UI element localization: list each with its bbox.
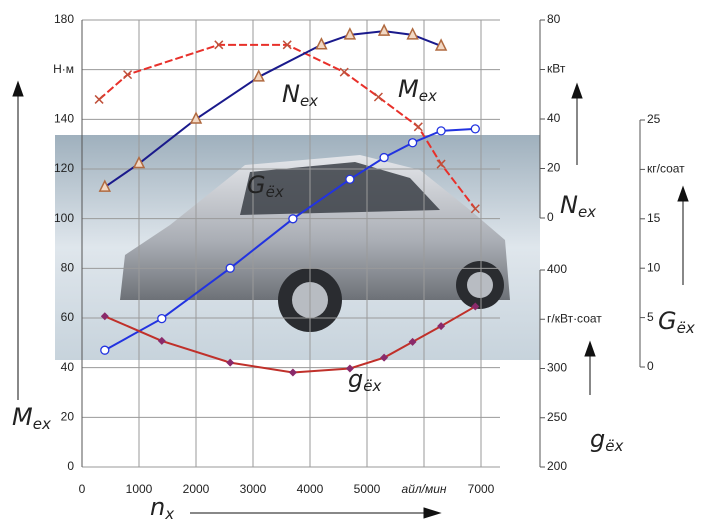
x-tick-label: 1000: [126, 482, 153, 496]
y3-tick-label: 400: [547, 262, 567, 276]
x-axis-name: nx: [150, 493, 174, 523]
data-point: [158, 315, 166, 323]
rim: [467, 272, 493, 298]
data-point: [191, 113, 201, 123]
y4-tick-label: 0: [647, 359, 654, 373]
y2-tick-label: 0: [547, 210, 554, 224]
label-main: n: [150, 493, 165, 521]
y3-tick-label: 250: [547, 410, 567, 424]
data-point: [374, 93, 382, 101]
label-sub: ex: [300, 92, 318, 110]
y-tick-label: 100: [54, 211, 74, 225]
x-tick-label: 5000: [354, 482, 381, 496]
axis-name: gёх: [590, 425, 623, 455]
x-tick-label: 3000: [240, 482, 267, 496]
y-tick-label: 0: [67, 459, 74, 473]
chart: 020406080100120140Н·м18002040кВт80200250…: [0, 0, 712, 530]
y-tick-label: 180: [54, 12, 74, 26]
y2-tick-label: 40: [547, 111, 561, 125]
data-point: [101, 346, 109, 354]
y2-tick-label: 80: [547, 12, 561, 26]
label-main: g: [348, 365, 363, 393]
label-main: G: [658, 307, 677, 335]
x-tick-label: 7000: [468, 482, 495, 496]
label-sub: ёх: [363, 377, 381, 395]
label-sub: ёх: [677, 319, 695, 337]
data-point: [346, 175, 354, 183]
x-tick-label: айл/мин: [402, 482, 447, 496]
x-tick-label: 4000: [297, 482, 324, 496]
data-point: [409, 139, 417, 147]
label-main: g: [590, 425, 605, 453]
y4-tick-label: кг/соат: [647, 162, 685, 176]
label-sub: ёх: [605, 437, 623, 455]
label-sub: ёх: [266, 183, 284, 201]
data-point: [289, 368, 297, 376]
y3-tick-label: г/кВт·соат: [547, 311, 602, 325]
y-tick-label: 80: [61, 261, 75, 275]
y-tick-label: 60: [61, 310, 75, 324]
label-sub: x: [164, 505, 174, 523]
y4-tick-label: 5: [647, 310, 654, 324]
axis-name: Mex: [12, 403, 51, 433]
data-point: [379, 25, 389, 35]
label-sub: ex: [419, 87, 437, 105]
data-point: [226, 264, 234, 272]
label-main: N: [282, 80, 300, 108]
x-tick-label: 2000: [183, 482, 210, 496]
y4-tick-label: 15: [647, 211, 661, 225]
y3-tick-label: 200: [547, 459, 567, 473]
axis-name: Gёх: [658, 307, 695, 337]
label-sub: ex: [578, 203, 596, 221]
arrow-head: [585, 342, 595, 356]
label-main: N: [560, 191, 578, 219]
axis-name: Nex: [560, 191, 596, 221]
y-tick-label: Н·м: [53, 62, 74, 76]
y-tick-label: 140: [54, 112, 74, 126]
y3-tick-label: 300: [547, 361, 567, 375]
data-point: [471, 125, 479, 133]
y-tick-label: 120: [54, 161, 74, 175]
y2-tick-label: 20: [547, 161, 561, 175]
arrow-head: [424, 508, 440, 518]
y4-tick-label: 10: [647, 260, 661, 274]
y4-tick-label: 25: [647, 112, 661, 126]
label-main: M: [12, 403, 33, 431]
arrow-head: [572, 84, 582, 98]
arrow-head: [678, 187, 688, 201]
curve-label: gёх: [348, 365, 381, 395]
x-tick-label: 0: [79, 482, 86, 496]
y2-tick-label: кВт: [547, 62, 566, 76]
curve-label: Mex: [398, 75, 437, 105]
data-point: [95, 95, 103, 103]
curve-label: Nex: [282, 80, 318, 110]
data-point: [437, 127, 445, 135]
y-tick-label: 20: [61, 410, 75, 424]
data-point: [380, 154, 388, 162]
y-tick-label: 40: [61, 360, 75, 374]
data-point: [289, 215, 297, 223]
label-sub: ex: [33, 415, 51, 433]
label-main: M: [398, 75, 419, 103]
label-main: G: [247, 171, 266, 199]
arrow-head: [13, 82, 23, 96]
data-point: [414, 123, 422, 131]
